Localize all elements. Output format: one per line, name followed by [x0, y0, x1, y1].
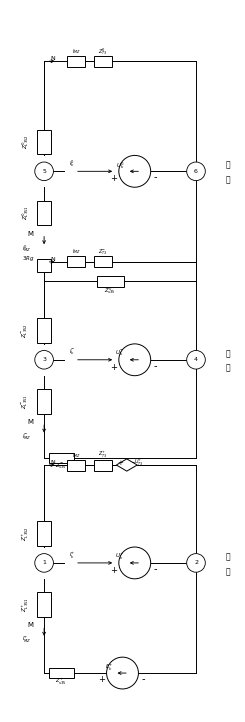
Text: $Z^{+}_{L352}$: $Z^{+}_{L352}$ — [21, 526, 31, 541]
Bar — [37, 318, 51, 343]
Bar — [49, 668, 74, 678]
Bar — [94, 256, 112, 267]
Bar — [67, 459, 85, 471]
Text: +: + — [110, 566, 117, 575]
Text: $Z^{0}_{L351}$: $Z^{0}_{L351}$ — [20, 205, 31, 220]
Bar — [94, 459, 112, 471]
Bar — [37, 130, 51, 155]
Text: $U^{+}_{k}$: $U^{+}_{k}$ — [115, 552, 125, 562]
Circle shape — [187, 162, 205, 180]
Text: -: - — [154, 361, 157, 371]
Text: 正: 正 — [226, 552, 230, 561]
Text: $Z^{+}_{T3}$: $Z^{+}_{T3}$ — [98, 450, 108, 461]
Text: $U^{-}_{k}$: $U^{-}_{k}$ — [115, 349, 125, 358]
Text: M: M — [28, 622, 34, 628]
Circle shape — [35, 350, 53, 369]
Text: $I_{MZ}$: $I_{MZ}$ — [72, 47, 80, 56]
Text: N: N — [50, 56, 55, 61]
Polygon shape — [116, 459, 137, 471]
Bar — [67, 256, 85, 267]
Text: 零: 零 — [226, 161, 230, 170]
Text: 序: 序 — [226, 364, 230, 373]
Text: +: + — [118, 460, 123, 466]
Text: -: - — [142, 674, 145, 684]
Text: M: M — [28, 419, 34, 425]
Text: 负: 负 — [226, 349, 230, 358]
Text: $3Rg$: $3Rg$ — [22, 253, 34, 263]
Text: 1: 1 — [42, 560, 46, 565]
Text: N: N — [50, 257, 55, 262]
Text: $Z^{-}_{s35}$: $Z^{-}_{s35}$ — [55, 461, 67, 471]
Text: 2: 2 — [194, 560, 198, 565]
Bar — [37, 521, 51, 546]
Bar — [94, 56, 112, 66]
Text: $Z^{0}_{s35}$: $Z^{0}_{s35}$ — [104, 285, 116, 296]
Text: $E^{+}_{k}$: $E^{+}_{k}$ — [105, 663, 113, 673]
Text: $I^{+}_{MZ}$: $I^{+}_{MZ}$ — [22, 635, 32, 645]
Text: 6: 6 — [194, 169, 198, 174]
Text: $Z^{-}_{L351}$: $Z^{-}_{L351}$ — [21, 394, 30, 409]
Text: $Z^{+}_{s35}$: $Z^{+}_{s35}$ — [55, 677, 67, 687]
Text: $U^{+}_{T3}$: $U^{+}_{T3}$ — [134, 457, 144, 468]
Text: 序: 序 — [226, 567, 230, 576]
Circle shape — [119, 155, 151, 187]
Text: $Z^{0}_{L352}$: $Z^{0}_{L352}$ — [20, 134, 31, 149]
Bar — [67, 56, 85, 66]
Circle shape — [119, 547, 151, 579]
Text: 3: 3 — [42, 357, 46, 362]
Bar — [37, 592, 51, 617]
Text: +: + — [110, 362, 117, 372]
Text: 4: 4 — [194, 357, 198, 362]
Text: 5: 5 — [42, 169, 46, 174]
Text: +: + — [98, 674, 105, 684]
Bar — [49, 453, 74, 463]
Text: N: N — [50, 460, 55, 465]
Text: -: - — [154, 173, 157, 183]
Text: $U^{0}_{k}$: $U^{0}_{k}$ — [116, 160, 124, 170]
Text: $I_{MZ}$: $I_{MZ}$ — [72, 451, 80, 460]
Bar — [37, 259, 51, 271]
Text: $Z^{+}_{L351}$: $Z^{+}_{L351}$ — [21, 597, 31, 612]
Text: $I_{MZ}$: $I_{MZ}$ — [72, 248, 80, 256]
Text: +: + — [110, 174, 117, 183]
Text: -: - — [131, 458, 135, 467]
Text: -: - — [154, 564, 157, 574]
Circle shape — [119, 344, 151, 375]
Text: $I^{+}_{k}$: $I^{+}_{k}$ — [69, 550, 76, 561]
Text: 序: 序 — [226, 175, 230, 184]
Text: $Z^{-}_{L352}$: $Z^{-}_{L352}$ — [21, 323, 30, 338]
Text: M: M — [28, 231, 34, 237]
Bar — [37, 201, 51, 225]
Circle shape — [35, 554, 53, 573]
Text: $I^{-}_{MZ}$: $I^{-}_{MZ}$ — [22, 432, 32, 442]
Circle shape — [187, 350, 205, 369]
Text: $I^{-}_{k}$: $I^{-}_{k}$ — [69, 348, 76, 357]
Text: $I^{0}_{MZ}$: $I^{0}_{MZ}$ — [22, 243, 32, 254]
Bar — [97, 276, 124, 287]
Circle shape — [187, 554, 205, 573]
Text: $Z^{-}_{T3}$: $Z^{-}_{T3}$ — [98, 247, 108, 257]
Circle shape — [107, 657, 138, 689]
Text: $I^{0}_{k}$: $I^{0}_{k}$ — [70, 159, 75, 170]
Bar — [37, 389, 51, 414]
Text: $Z^{0}_{T3}$: $Z^{0}_{T3}$ — [98, 46, 108, 56]
Circle shape — [35, 162, 53, 180]
